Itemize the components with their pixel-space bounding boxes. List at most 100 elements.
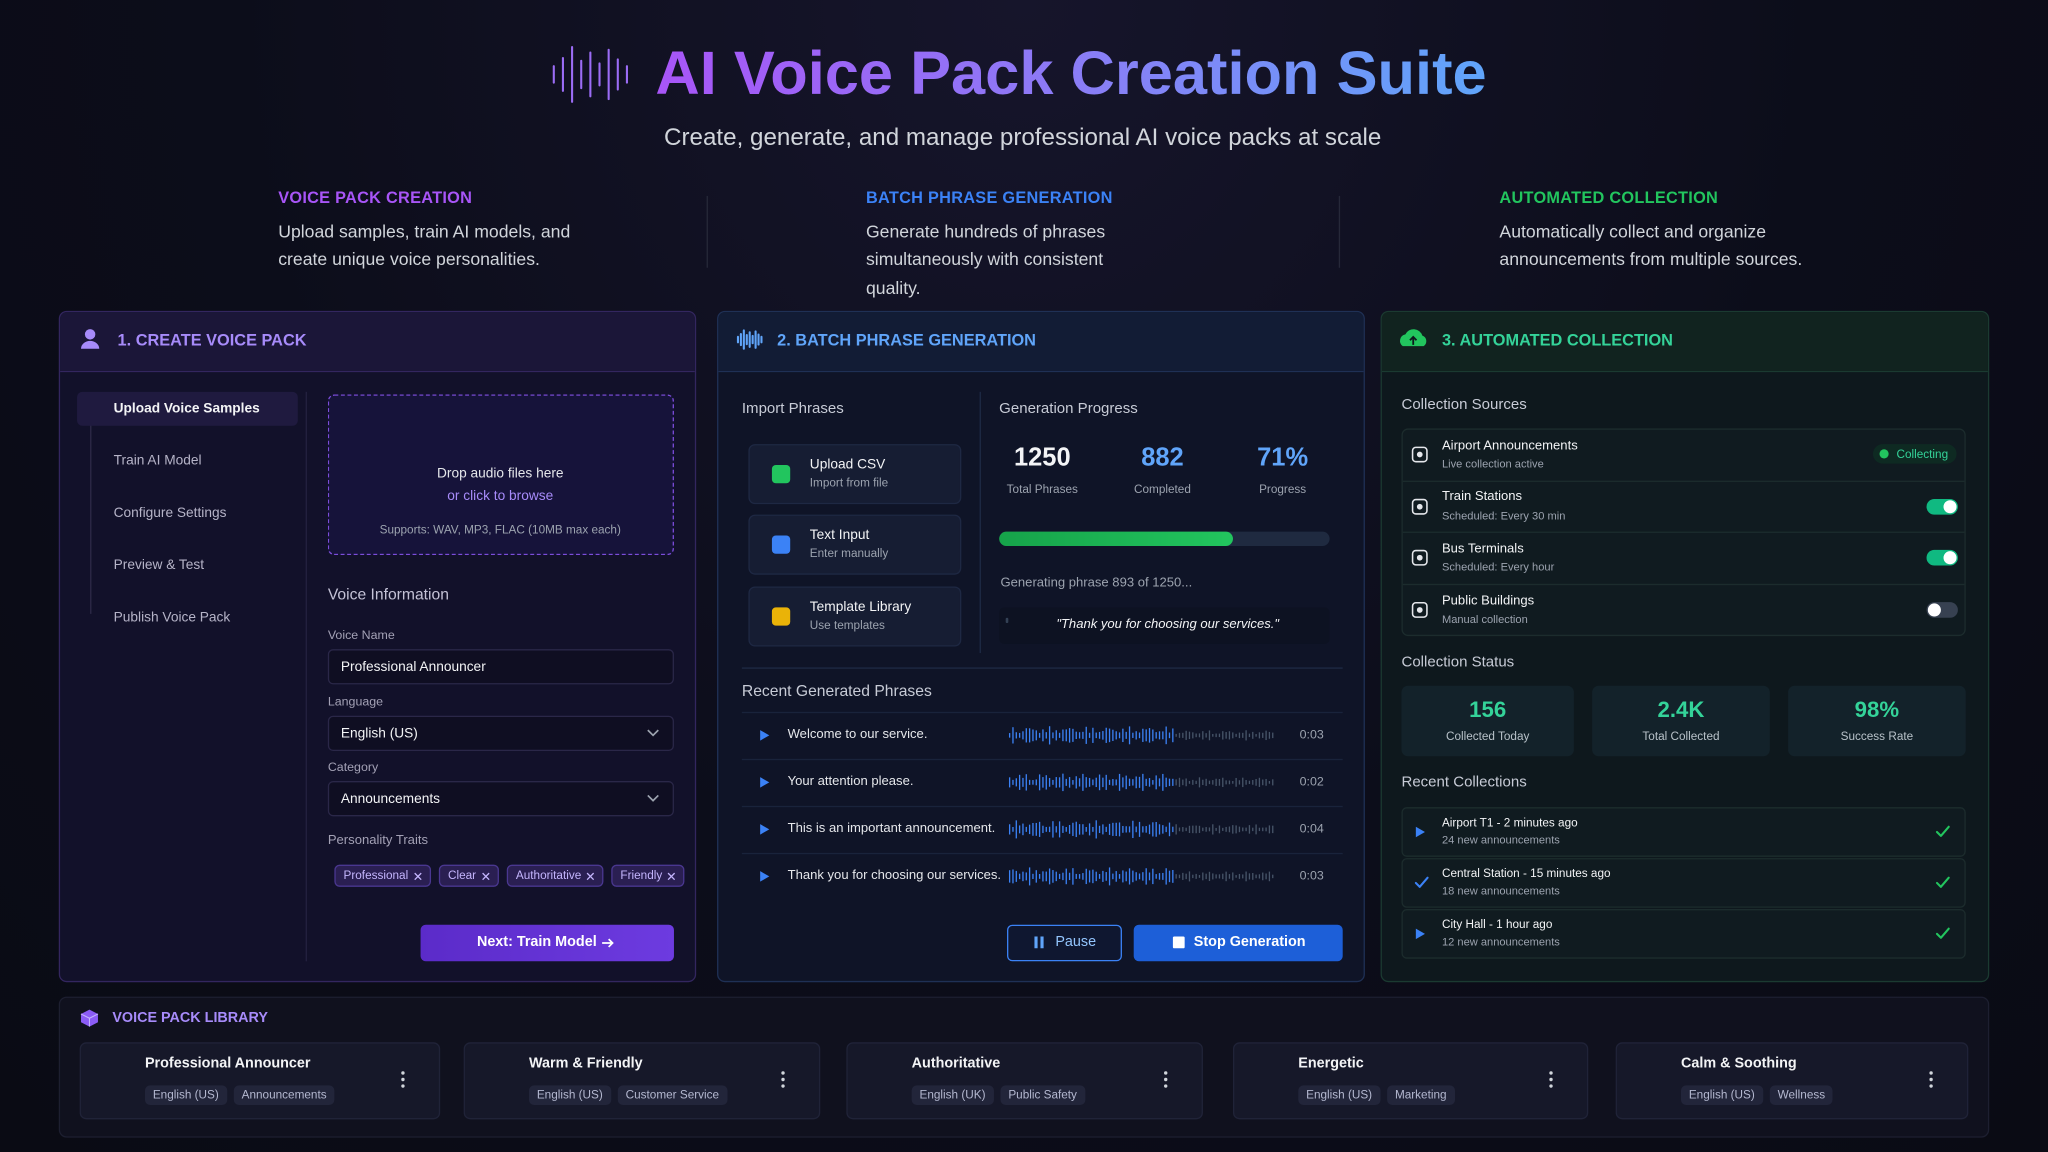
- chip-remove[interactable]: [586, 872, 595, 880]
- voice-card[interactable]: [846, 1042, 1203, 1120]
- status-label: Success Rate: [1840, 729, 1914, 743]
- pack-tag-label: English (US): [536, 1088, 603, 1102]
- phrase-duration: 0:03: [1299, 868, 1324, 884]
- trait-chip[interactable]: Clear: [438, 864, 499, 887]
- voice-card[interactable]: [1232, 1042, 1589, 1120]
- step-label[interactable]: Train AI Model: [113, 452, 202, 469]
- voice-card[interactable]: [79, 1042, 441, 1120]
- pack-tag: Announcements: [233, 1085, 335, 1105]
- feature-divider: [1338, 195, 1341, 268]
- collection-item[interactable]: [1401, 909, 1966, 959]
- field-value: Professional Announcer: [340, 658, 486, 675]
- card-menu[interactable]: [1164, 1071, 1168, 1088]
- status-badge: [1872, 444, 1957, 464]
- card-menu[interactable]: [781, 1071, 785, 1088]
- card-menu[interactable]: [401, 1071, 405, 1088]
- library-title: VOICE PACK LIBRARY: [112, 1010, 268, 1026]
- upload-dropzone[interactable]: [327, 394, 674, 556]
- item-icon: [1415, 826, 1425, 838]
- play-button[interactable]: [760, 824, 770, 835]
- trait-label: Professional: [343, 868, 409, 882]
- feature-divider: [706, 195, 708, 268]
- pack-name: Warm & Friendly: [528, 1055, 643, 1072]
- source-name: Bus Terminals: [1441, 541, 1524, 557]
- card-menu[interactable]: [1549, 1071, 1553, 1088]
- field-value: English (US): [340, 725, 418, 741]
- trait-chip[interactable]: Authoritative: [506, 864, 604, 887]
- step-divider: [305, 391, 307, 962]
- status-value: 2.4K: [1657, 697, 1705, 723]
- step-label[interactable]: Preview & Test: [113, 557, 205, 573]
- field-input[interactable]: [327, 781, 674, 817]
- source-icon: [1411, 498, 1428, 515]
- waveform: [1008, 867, 1274, 886]
- stop-button[interactable]: [1133, 924, 1343, 962]
- phrase-duration: 0:02: [1299, 774, 1324, 790]
- feature-title: VOICE PACK CREATION: [278, 188, 473, 208]
- waveform: [1008, 773, 1274, 792]
- item-detail: 12 new announcements: [1441, 935, 1560, 949]
- dropdown-chevron[interactable]: [647, 729, 659, 737]
- card-menu[interactable]: [1929, 1071, 1933, 1088]
- play-button[interactable]: [760, 730, 770, 741]
- pack-tag: Public Safety: [1000, 1085, 1085, 1105]
- trait-label: Clear: [447, 868, 477, 882]
- pack-name: Authoritative: [911, 1055, 1001, 1072]
- toggle-knob: [1927, 603, 1941, 617]
- stat-value: 71%: [1257, 443, 1309, 472]
- upload-link[interactable]: or click to browse: [447, 488, 554, 504]
- import-desc: Import from file: [809, 476, 889, 490]
- import-icon: [771, 607, 791, 626]
- item-detail: 18 new announcements: [1441, 884, 1560, 898]
- item-title: City Hall - 1 hour ago: [1441, 917, 1553, 931]
- section-title: Generation Progress: [999, 401, 1138, 417]
- trait-chip[interactable]: Professional: [334, 864, 431, 887]
- import-name: Text Input: [809, 527, 870, 543]
- row-divider: [741, 805, 1343, 808]
- source-detail: Scheduled: Every hour: [1441, 560, 1555, 574]
- stop-icon: [1172, 936, 1185, 949]
- status-dot: [1879, 449, 1889, 459]
- column-divider: [979, 391, 981, 654]
- dropdown-chevron[interactable]: [647, 794, 659, 802]
- status-card: [1592, 685, 1770, 757]
- chip-remove[interactable]: [481, 872, 489, 880]
- panel-header: [718, 312, 1364, 373]
- step-label[interactable]: Upload Voice Samples: [113, 400, 260, 417]
- import-desc: Use templates: [809, 618, 885, 632]
- section-divider: [741, 667, 1343, 669]
- row-divider: [1402, 532, 1965, 534]
- voice-card[interactable]: [1615, 1042, 1969, 1120]
- field-input[interactable]: [327, 715, 674, 752]
- collection-item[interactable]: [1401, 807, 1966, 857]
- next-button[interactable]: [420, 924, 674, 962]
- stat-label: Total Phrases: [1006, 482, 1078, 496]
- field-input[interactable]: [327, 649, 674, 685]
- section-title: Collection Status: [1401, 654, 1515, 671]
- import-name: Upload CSV: [809, 456, 886, 473]
- section-title: Recent Collections: [1401, 774, 1527, 791]
- trait-chip[interactable]: Friendly: [611, 864, 685, 887]
- status-card: [1788, 685, 1966, 757]
- status-card: [1401, 685, 1574, 757]
- stat-value: 1250: [1013, 443, 1071, 472]
- app-subtitle: Create, generate, and manage professiona…: [664, 122, 1382, 151]
- chip-remove[interactable]: [413, 872, 422, 880]
- status-label: Total Collected: [1642, 729, 1720, 743]
- quote-accent: [1005, 617, 1009, 624]
- play-button[interactable]: [760, 777, 770, 788]
- step-label[interactable]: Configure Settings: [113, 505, 227, 521]
- import-icon: [771, 535, 791, 554]
- chip-remove[interactable]: [667, 872, 676, 880]
- collection-item[interactable]: [1401, 858, 1966, 908]
- voice-card[interactable]: [463, 1042, 821, 1120]
- pause-button[interactable]: [1007, 924, 1122, 962]
- play-button[interactable]: [760, 871, 770, 882]
- panel-title: 2. BATCH PHRASE GENERATION: [777, 331, 1036, 350]
- next-arrow: [602, 938, 614, 948]
- step-label[interactable]: Publish Voice Pack: [113, 609, 231, 626]
- import-option[interactable]: [748, 514, 962, 575]
